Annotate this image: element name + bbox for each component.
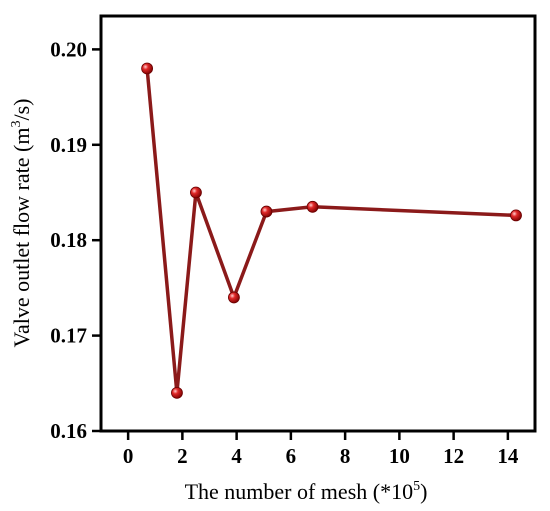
x-axis-title: The number of mesh (*105) <box>185 479 428 504</box>
x-tick-label: 10 <box>389 444 410 468</box>
y-axis-title-main: Valve outlet flow rate (m <box>9 128 34 348</box>
y-axis-title-superscript: 3 <box>9 121 24 128</box>
data-point <box>306 200 319 213</box>
y-tick-label: 0.19 <box>50 133 87 157</box>
y-tick-label: 0.18 <box>50 228 87 252</box>
x-axis-title-main: The number of mesh (*10 <box>185 479 414 504</box>
x-tick-label: 0 <box>123 444 134 468</box>
x-tick-label: 14 <box>497 444 519 468</box>
x-tick-label: 6 <box>286 444 297 468</box>
data-point <box>510 209 522 222</box>
data-point <box>141 62 154 75</box>
x-axis: 0 2 4 6 8 10 12 14 <box>123 431 519 468</box>
x-axis-title-end: ) <box>420 479 427 504</box>
y-axis: 0.16 0.17 0.18 0.19 0.20 <box>50 37 101 443</box>
x-axis-title-superscript: 5 <box>413 479 420 494</box>
x-tick-label: 2 <box>177 444 188 468</box>
plot-area <box>99 14 537 433</box>
y-tick-label: 0.17 <box>50 324 87 348</box>
x-tick-label: 12 <box>443 444 464 468</box>
series-layer <box>141 62 522 399</box>
y-tick-label: 0.16 <box>50 419 87 443</box>
data-point <box>228 291 240 304</box>
y-axis-title: Valve outlet flow rate (m3/s) <box>9 99 34 348</box>
data-point <box>171 386 183 399</box>
x-tick-label: 8 <box>340 444 351 468</box>
plot-frame <box>99 14 537 433</box>
data-point <box>190 186 202 199</box>
x-tick-label: 4 <box>231 444 242 468</box>
series-line <box>145 68 517 395</box>
y-tick-label: 0.20 <box>50 37 87 61</box>
y-axis-title-end: /s) <box>9 99 34 121</box>
data-point <box>260 205 273 218</box>
